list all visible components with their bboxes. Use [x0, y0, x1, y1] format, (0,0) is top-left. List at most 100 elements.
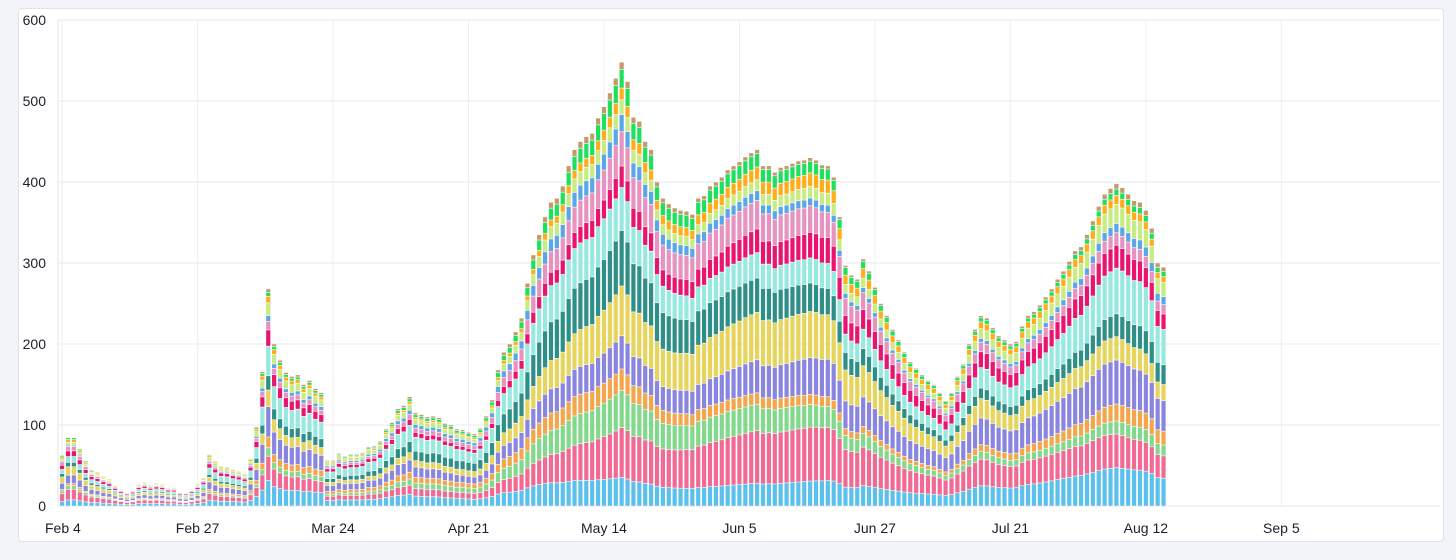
bar-segment	[1049, 289, 1054, 292]
bar-segment	[342, 484, 347, 490]
bar-segment	[654, 257, 660, 275]
bar-segment	[713, 404, 718, 416]
bar-segment	[407, 414, 412, 420]
bar-segment	[825, 237, 830, 264]
bar-segment	[925, 380, 931, 382]
bar-segment	[89, 474, 94, 477]
bar-segment	[60, 493, 65, 502]
bar-segment	[1031, 416, 1037, 444]
bar-segment	[925, 469, 931, 475]
bar-segment	[584, 167, 589, 181]
bar-segment	[277, 489, 283, 506]
bar-segment	[684, 488, 689, 506]
bar-segment	[843, 370, 848, 401]
bar-segment	[148, 493, 153, 496]
bar-segment	[937, 441, 942, 454]
bar	[855, 279, 860, 506]
bar	[601, 106, 607, 506]
bar-segment	[313, 419, 318, 437]
bar-segment	[1149, 301, 1154, 342]
bar-segment	[1055, 294, 1060, 307]
bar-segment	[619, 390, 624, 428]
bar-segment	[207, 468, 212, 475]
bar-segment	[254, 463, 259, 470]
bar-segment	[696, 345, 701, 385]
bar-segment	[955, 468, 960, 474]
bar-segment	[272, 420, 277, 432]
bar-segment	[101, 482, 106, 485]
bar-segment	[484, 427, 489, 431]
bar-segment	[1126, 469, 1131, 506]
bar-segment	[142, 500, 147, 504]
bar-segment	[619, 187, 624, 231]
bar-segment	[478, 487, 483, 493]
bar-segment	[855, 281, 860, 288]
bar-segment	[572, 207, 577, 233]
y-tick-label: 600	[23, 12, 47, 28]
bar-segment	[943, 458, 948, 472]
bar-segment	[1084, 343, 1090, 361]
bar-segment	[142, 486, 147, 489]
bar-segment	[478, 434, 483, 438]
bar-segment	[413, 432, 418, 437]
bar-segment	[1078, 387, 1084, 424]
bar-segment	[531, 354, 536, 386]
bar	[1126, 194, 1131, 506]
bar-segment	[1043, 353, 1048, 379]
bar	[908, 362, 913, 506]
bar-segment	[631, 436, 636, 482]
bar-segment	[861, 309, 866, 329]
bar-segment	[83, 473, 88, 478]
bar-segment	[484, 436, 489, 440]
bar-segment	[301, 389, 306, 392]
bar-segment	[878, 446, 883, 457]
bar-segment	[625, 118, 630, 132]
bar-segment	[595, 226, 601, 267]
bar	[713, 182, 718, 506]
bar-segment	[460, 435, 465, 439]
bar-segment	[124, 504, 129, 506]
bar-segment	[725, 187, 730, 199]
bar-segment	[937, 435, 942, 442]
bar-segment	[967, 414, 972, 431]
bar-segment	[1108, 338, 1113, 362]
bar-segment	[242, 481, 247, 486]
bar-segment	[1096, 438, 1101, 471]
bar-segment	[666, 249, 671, 274]
bar-segment	[808, 158, 813, 161]
bar-segment	[230, 471, 236, 473]
bar	[319, 392, 324, 506]
bar-segment	[419, 461, 424, 468]
bar	[755, 149, 760, 506]
bar-segment	[1161, 314, 1166, 330]
bar-segment	[183, 494, 188, 496]
bar-segment	[142, 495, 147, 498]
bar-segment	[519, 333, 524, 341]
bar-segment	[277, 460, 283, 467]
bar-segment	[1084, 286, 1090, 306]
bar-segment	[931, 437, 936, 451]
bar-segment	[837, 343, 842, 380]
bar-segment	[1073, 267, 1078, 282]
bar-segment	[784, 213, 789, 240]
bar-segment	[731, 170, 736, 183]
bar-segment	[684, 296, 689, 320]
bar-segment	[707, 303, 713, 338]
bar-segment	[1155, 301, 1160, 311]
bar	[590, 133, 595, 506]
bar-segment	[548, 389, 554, 413]
bar-segment	[554, 216, 559, 223]
bar-segment	[1126, 242, 1131, 254]
bar	[1037, 305, 1042, 506]
bar-segment	[307, 400, 312, 405]
bar-segment	[866, 289, 872, 299]
bar	[542, 217, 548, 506]
bar-segment	[136, 487, 141, 490]
bar-segment	[772, 410, 777, 434]
bar-segment	[660, 410, 665, 423]
bar-segment	[319, 422, 324, 439]
bar	[819, 165, 825, 506]
bar-segment	[660, 234, 665, 245]
bar-segment	[236, 477, 241, 480]
bar-segment	[878, 457, 883, 489]
